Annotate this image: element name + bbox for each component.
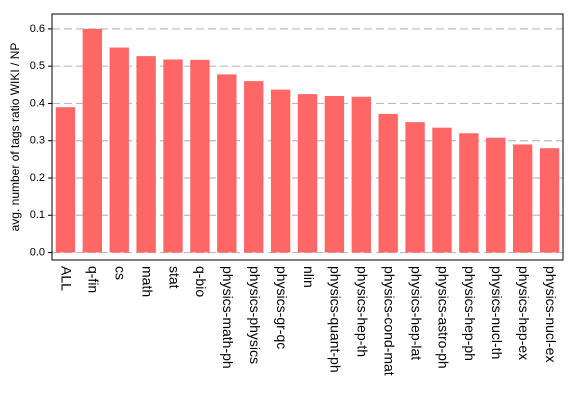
x-tick-label: physics-quant-ph — [328, 266, 344, 373]
x-tick-label: q-fin — [86, 266, 102, 293]
x-tick-label: physics-nucl-th — [489, 266, 505, 359]
x-tick-label: physics-nucl-ex — [543, 266, 559, 362]
x-tick-label: physics-physics — [247, 266, 263, 364]
y-axis-label: avg. number of tags ratio WIKI / NP — [8, 43, 22, 232]
x-tick-label: stat — [166, 266, 182, 289]
y-tick-label: 0.3 — [30, 135, 45, 147]
x-tick-label: nlin — [301, 266, 317, 288]
bar — [109, 47, 129, 253]
bar — [405, 122, 425, 253]
bar — [55, 107, 76, 253]
x-tick-label: physics-hep-th — [355, 266, 371, 357]
x-tick-label: physics-hep-lat — [408, 266, 424, 360]
y-tick-label: 0.2 — [30, 172, 45, 184]
x-tick-label: ALL — [59, 266, 75, 291]
bar — [351, 96, 371, 253]
x-tick-label: physics-hep-ex — [516, 266, 532, 360]
bar — [539, 148, 560, 253]
y-tick-label: 0.0 — [30, 246, 45, 258]
bar — [512, 144, 533, 253]
bar — [297, 94, 318, 253]
bar — [378, 113, 398, 253]
y-tick-label: 0.1 — [30, 209, 45, 221]
x-tick-label: physics-gr-qc — [274, 266, 290, 349]
bar — [432, 127, 452, 253]
x-tick-label: physics-cond-mat — [381, 266, 397, 376]
x-tick-label: math — [139, 266, 155, 297]
x-tick-label: q-bio — [193, 266, 209, 297]
y-tick-label: 0.6 — [30, 23, 45, 35]
x-tick-label: cs — [113, 266, 129, 280]
plot-frame — [51, 13, 564, 261]
x-tick-label: physics-astro-ph — [435, 266, 451, 369]
bar — [190, 59, 210, 253]
x-tick-label: physics-hep-ph — [462, 266, 478, 361]
bar — [217, 74, 237, 253]
bar — [324, 96, 345, 253]
bar — [486, 137, 506, 253]
bar — [244, 81, 264, 253]
bar — [459, 133, 479, 253]
y-tick-label: 0.5 — [30, 60, 45, 72]
bar — [270, 89, 291, 253]
y-tick-label: 0.4 — [30, 97, 45, 109]
bar — [163, 59, 183, 253]
bar — [82, 28, 103, 253]
bar — [136, 56, 156, 253]
x-tick-label: physics-math-ph — [220, 266, 236, 369]
